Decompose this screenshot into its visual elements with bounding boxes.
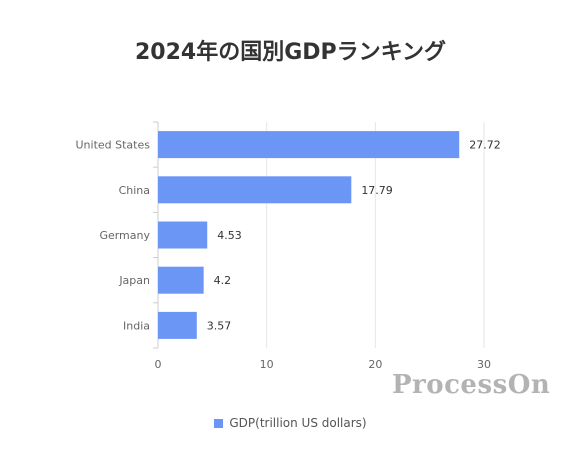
legend-swatch — [214, 418, 224, 428]
legend[interactable]: GDP(trillion US dollars) — [0, 416, 581, 430]
category-label: United States — [76, 139, 151, 152]
x-tick-label: 0 — [155, 358, 162, 371]
data-label: 27.72 — [469, 139, 501, 152]
bar-japan — [158, 266, 204, 294]
x-tick-label: 30 — [477, 358, 491, 371]
data-label: 4.53 — [217, 229, 242, 242]
chart-title: 2024年の国別GDPランキング — [134, 40, 446, 65]
category-label: Japan — [118, 274, 150, 287]
bar-china — [158, 176, 352, 204]
bar-united-states — [158, 131, 460, 159]
category-label: China — [119, 184, 150, 197]
x-tick-label: 20 — [368, 358, 382, 371]
x-tick-label: 10 — [260, 358, 274, 371]
data-label: 17.79 — [361, 184, 393, 197]
bar-india — [158, 311, 197, 339]
watermark-logo: ProcessOn — [392, 370, 551, 400]
data-label: 4.2 — [214, 274, 232, 287]
category-label: India — [123, 319, 150, 332]
data-label: 3.57 — [207, 319, 232, 332]
legend-label: GDP(trillion US dollars) — [229, 416, 367, 430]
category-label: Germany — [99, 229, 150, 242]
bar-germany — [158, 221, 208, 249]
